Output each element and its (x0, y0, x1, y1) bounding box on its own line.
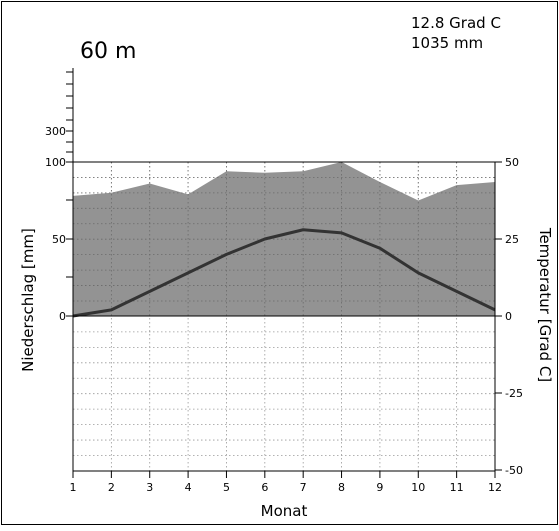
x-tick-label: 11 (450, 481, 464, 494)
x-tick-label: 6 (261, 481, 268, 494)
x-tick-label: 9 (376, 481, 383, 494)
left-tick-label: 300 (45, 125, 66, 138)
right-tick-label: -50 (505, 464, 523, 477)
temperature-line-layer (72, 228, 496, 318)
x-tick-label: 5 (223, 481, 230, 494)
x-tick-label: 10 (411, 481, 425, 494)
x-tick-label: 8 (338, 481, 345, 494)
y-axis-label-right: Temperatur [Grad C] (536, 227, 554, 382)
elevation-label: 60 m (80, 39, 136, 64)
y-axis-label-left: Niederschlag [mm] (19, 228, 37, 372)
x-tick-label: 3 (146, 481, 153, 494)
temperature-line (72, 228, 496, 318)
x-tick-label: 4 (185, 481, 192, 494)
left-tick-label: 100 (45, 156, 66, 169)
x-axis-label: Monat (261, 502, 308, 520)
x-tick-label: 7 (300, 481, 307, 494)
grid-over-area (73, 162, 495, 316)
left-tick-label: 0 (59, 310, 66, 323)
right-tick-label: 50 (505, 156, 519, 169)
annual-precipitation: 1035 mm (411, 34, 483, 52)
x-tick-label: 12 (488, 481, 502, 494)
left-tick-label: 50 (52, 233, 66, 246)
x-tick-label: 1 (70, 481, 77, 494)
right-tick-label: 25 (505, 233, 519, 246)
x-tick-label: 2 (108, 481, 115, 494)
grid (73, 162, 495, 472)
right-tick-label: 0 (505, 310, 512, 323)
mean-temperature: 12.8 Grad C (411, 14, 501, 32)
right-tick-label: -25 (505, 387, 523, 400)
